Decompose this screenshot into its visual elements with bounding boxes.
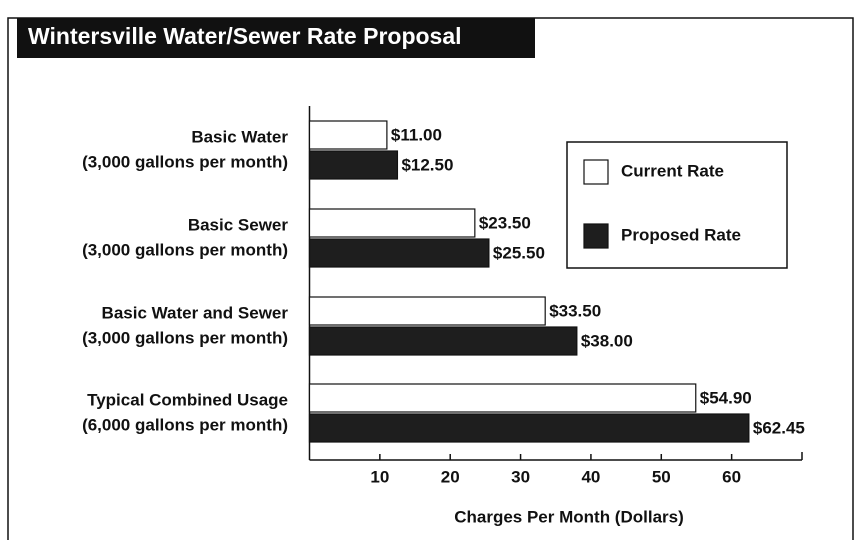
x-tick-label: 30 <box>511 467 530 486</box>
x-tick-label: 10 <box>370 467 389 486</box>
bar <box>308 326 578 356</box>
category-label: Basic Water <box>191 127 288 146</box>
x-tick-label: 50 <box>652 467 671 486</box>
legend-label: Current Rate <box>621 161 724 180</box>
x-tick-label: 20 <box>441 467 460 486</box>
value-label: $33.50 <box>549 301 601 320</box>
legend-label: Proposed Rate <box>621 225 741 244</box>
legend-swatch <box>583 223 609 249</box>
value-label: $12.50 <box>401 155 453 174</box>
value-label: $23.50 <box>479 213 531 232</box>
bar <box>308 296 546 326</box>
category-label: (3,000 gallons per month) <box>82 152 288 171</box>
bar <box>308 120 388 150</box>
x-tick-label: 60 <box>722 467 741 486</box>
chart-title: Wintersville Water/Sewer Rate Proposal <box>28 23 462 49</box>
bar <box>308 383 697 413</box>
category-label: Basic Sewer <box>188 215 289 234</box>
value-label: $62.45 <box>753 418 805 437</box>
category-label: (3,000 gallons per month) <box>82 328 288 347</box>
value-label: $54.90 <box>700 388 752 407</box>
x-tick-label: 40 <box>581 467 600 486</box>
value-label: $38.00 <box>581 331 633 350</box>
category-label: Typical Combined Usage <box>87 390 288 409</box>
bar <box>308 208 476 238</box>
category-label: (3,000 gallons per month) <box>82 240 288 259</box>
bar <box>308 238 490 268</box>
legend-swatch <box>583 159 609 185</box>
frame <box>7 17 854 540</box>
value-label: $11.00 <box>391 125 442 144</box>
category-label: Basic Water and Sewer <box>102 303 289 322</box>
bar <box>308 413 750 443</box>
category-label: (6,000 gallons per month) <box>82 415 288 434</box>
x-axis-label: Charges Per Month (Dollars) <box>454 507 684 526</box>
bar <box>308 150 399 180</box>
title-box <box>17 18 535 58</box>
value-label: $25.50 <box>493 243 545 262</box>
